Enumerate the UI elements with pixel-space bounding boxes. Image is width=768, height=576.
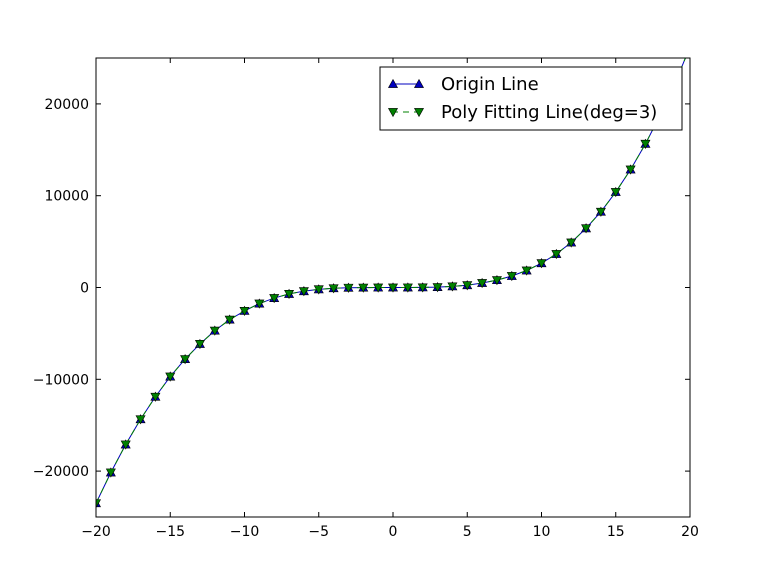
plot-series (96, 42, 695, 509)
legend-swatch-marker (413, 108, 425, 118)
axis-ticks: −20 −15 −10 −5 0 5 10 15 20 −20000 −10000 0 10000 200… (33, 58, 699, 540)
data-point (96, 499, 102, 509)
data-point (536, 259, 547, 269)
data-point (566, 238, 577, 248)
x-tick-label: 0 (389, 524, 398, 540)
y-tick-label: 10000 (44, 189, 89, 205)
data-point (477, 279, 488, 289)
data-point (254, 299, 265, 309)
data-point (165, 372, 176, 382)
data-point (105, 468, 116, 478)
x-tick-label: −5 (308, 524, 329, 540)
data-point (387, 283, 399, 293)
data-point (239, 307, 250, 317)
legend-label-origin-line: Origin Line (441, 74, 539, 95)
data-point (313, 285, 324, 295)
data-point (135, 415, 146, 425)
x-tick-label: −15 (155, 524, 185, 540)
series-1 (96, 43, 695, 509)
legend-swatch-marker (387, 78, 399, 88)
y-tick-label: −10000 (33, 372, 89, 388)
data-point (432, 283, 443, 293)
data-point (581, 224, 592, 234)
data-point (209, 326, 220, 336)
legend-entry-origin-line: Origin Line (387, 74, 539, 95)
data-point (373, 283, 384, 293)
data-point (625, 165, 636, 175)
data-point (595, 207, 606, 217)
data-point (150, 392, 161, 402)
plot-frame (95, 57, 691, 518)
data-point (224, 315, 235, 325)
data-point (343, 283, 354, 293)
x-tick-label: 10 (533, 524, 551, 540)
legend-swatch-marker (413, 78, 425, 88)
data-point (447, 282, 458, 292)
legend-entry-poly-fitting-line: Poly Fitting Line(deg=3) (387, 102, 657, 123)
y-tick-label: 20000 (44, 97, 89, 113)
data-point (610, 188, 621, 198)
data-point (194, 340, 205, 350)
data-point (506, 272, 517, 282)
legend-label-poly-fitting-line: Poly Fitting Line(deg=3) (441, 102, 657, 123)
x-tick-label: 15 (607, 524, 625, 540)
data-point (640, 139, 651, 149)
x-tick-label: −10 (230, 524, 260, 540)
data-point (120, 440, 131, 450)
y-tick-label: −20000 (33, 464, 89, 480)
legend-box (379, 66, 683, 131)
data-point (284, 290, 295, 300)
x-tick-label: 20 (681, 524, 699, 540)
data-point (402, 283, 413, 293)
data-point (686, 43, 695, 51)
x-tick-label: −20 (81, 524, 111, 540)
data-point (269, 294, 280, 304)
data-point (328, 284, 339, 294)
data-point (417, 283, 428, 293)
data-point (491, 276, 502, 286)
data-point (298, 287, 309, 297)
legend-swatch-marker (387, 108, 399, 118)
x-tick-label: 5 (463, 524, 472, 540)
data-point (358, 283, 369, 293)
data-point (521, 266, 532, 276)
data-point (462, 281, 473, 291)
data-point (551, 250, 562, 260)
data-point (180, 355, 191, 365)
y-tick-label: 0 (80, 281, 89, 297)
legend: Origin Line Poly Fitting Line(deg=3) (379, 66, 683, 131)
data-point (686, 42, 695, 50)
